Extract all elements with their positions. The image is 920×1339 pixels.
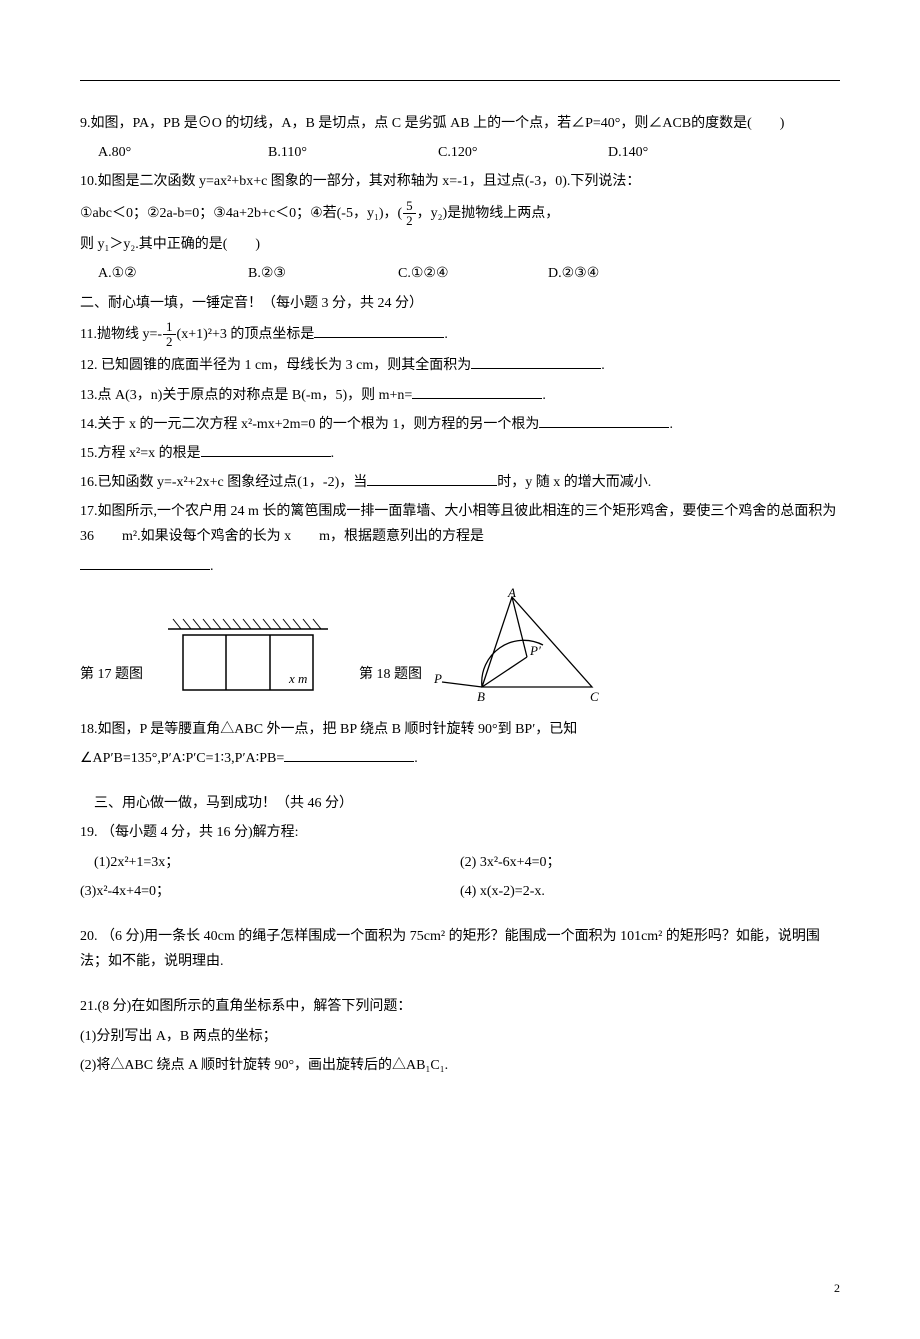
q21-head: 21.(8 分)在如图所示的直角坐标系中，解答下列问题：: [80, 994, 840, 1019]
q11: 11.抛物线 y=-12(x+1)²+3 的顶点坐标是.: [80, 320, 840, 350]
q9-optA: A.80°: [98, 140, 188, 165]
q15: 15.方程 x²=x 的根是.: [80, 441, 840, 466]
fig17-label: 第 17 题图: [80, 662, 143, 687]
q19-row2: (3)x²-4x+4=0； (4) x(x-2)=2-x.: [80, 879, 840, 904]
q18-line2: ∠AP′B=135°,P′A∶P′C=1∶3,P′A∶PB=.: [80, 746, 840, 771]
q11-blank: [314, 323, 444, 338]
q17-a: 17.如图所示,一个农户用 24 m 长的篱笆围成一排一面靠墙、大小相等且彼此相…: [80, 504, 836, 544]
q10-line1: 10.如图是二次函数 y=ax²+bx+c 图象的一部分，其对称轴为 x=-1，…: [80, 169, 840, 194]
q15-a: 15.方程 x²=x 的根是: [80, 446, 201, 461]
q10-optA: A.①②: [98, 261, 188, 286]
q15-blank: [201, 442, 331, 457]
q20: 20. （6 分)用一条长 40cm 的绳子怎样围成一个面积为 75cm² 的矩…: [80, 924, 840, 974]
q9-optD: D.140°: [608, 140, 698, 165]
q9-optC: C.120°: [438, 140, 528, 165]
q21-p2: (2)将△ABC 绕点 A 顺时针旋转 90°，画出旋转后的△AB₁C₁.: [80, 1053, 840, 1078]
q10-frac: 52: [403, 199, 416, 229]
q9: 9.如图，PA，PB 是⊙O 的切线，A，B 是切点，点 C 是劣弧 AB 上的…: [80, 111, 840, 136]
section3-title: 三、用心做一做，马到成功！（共 46 分）: [80, 791, 840, 816]
q9-options: A.80° B.110° C.120° D.140°: [98, 140, 840, 165]
q12-blank: [471, 354, 601, 369]
q19-p1: (1)2x²+1=3x；: [80, 850, 460, 875]
q19-p3: (3)x²-4x+4=0；: [80, 879, 460, 904]
q10-optD: D.②③④: [548, 261, 638, 286]
q14: 14.关于 x 的一元二次方程 x²-mx+2m=0 的一个根为 1，则方程的另…: [80, 412, 840, 437]
q11-frac-den: 2: [163, 335, 176, 349]
q16: 16.已知函数 y=-x²+2x+c 图象经过点(1，-2)，当 时，y 随 x …: [80, 470, 840, 495]
q15-b: .: [331, 446, 335, 461]
fig18-P: P: [433, 671, 442, 686]
q16-blank: [367, 471, 497, 486]
q19-head: 19. （每小题 4 分，共 16 分)解方程:: [80, 820, 840, 845]
q17-blankline: .: [80, 554, 840, 579]
q19-p4: (4) x(x-2)=2-x.: [460, 879, 545, 904]
q11-a: 11.抛物线 y=-: [80, 327, 162, 342]
q18-line1: 18.如图，P 是等腰直角△ABC 外一点，把 BP 绕点 B 顺时针旋转 90…: [80, 717, 840, 742]
q17-blank: [80, 555, 210, 570]
fig17-svg: x m: [153, 607, 343, 707]
q10-line2: ①abc＜0；②2a-b=0；③4a+2b+c＜0；④若(-5，y₁)，(52，…: [80, 199, 840, 229]
q9-optB: B.110°: [268, 140, 358, 165]
q14-a: 14.关于 x 的一元二次方程 x²-mx+2m=0 的一个根为 1，则方程的另…: [80, 417, 539, 432]
q13-b: .: [542, 388, 546, 403]
q10-options: A.①② B.②③ C.①②④ D.②③④: [98, 261, 840, 286]
q10-line3: 则 y₁＞y₂.其中正确的是( ): [80, 232, 840, 257]
q13-blank: [412, 384, 542, 399]
fig18-Pp: P′: [529, 643, 541, 658]
q11-frac-num: 1: [163, 320, 176, 335]
q14-b: .: [669, 417, 673, 432]
q11-b: (x+1)²+3 的顶点坐标是: [177, 327, 315, 342]
page-number: 2: [80, 1278, 840, 1300]
q12-a: 12. 已知圆锥的底面半径为 1 cm，母线长为 3 cm，则其全面积为: [80, 358, 471, 373]
figure-row: 第 17 题图 x m 第 18 题图: [80, 587, 840, 707]
fig18-C: C: [590, 689, 599, 704]
q16-b: 时，y 随 x 的增大而减小.: [497, 475, 651, 490]
q10-line2b: ，y₂)是抛物线上两点，: [417, 206, 560, 221]
q12: 12. 已知圆锥的底面半径为 1 cm，母线长为 3 cm，则其全面积为.: [80, 353, 840, 378]
section2-title: 二、耐心填一填，一锤定音！（每小题 3 分，共 24 分）: [80, 291, 840, 316]
q18-line2a: ∠AP′B=135°,P′A∶P′C=1∶3,P′A∶PB=: [80, 751, 284, 766]
q16-a: 16.已知函数 y=-x²+2x+c 图象经过点(1，-2)，当: [80, 475, 367, 490]
header-rule: [80, 80, 840, 81]
q13-a: 13.点 A(3，n)关于原点的对称点是 B(-m，5)，则 m+n=: [80, 388, 412, 403]
q17: 17.如图所示,一个农户用 24 m 长的篱笆围成一排一面靠墙、大小相等且彼此相…: [80, 499, 840, 549]
fig18-label: 第 18 题图: [359, 662, 422, 687]
q17-b: .: [210, 559, 214, 574]
q18-line2b: .: [414, 751, 418, 766]
q11-c: .: [444, 327, 448, 342]
q10-line2a: ①abc＜0；②2a-b=0；③4a+2b+c＜0；④若(-5，y₁)，(: [80, 206, 402, 221]
fig18-B: B: [477, 689, 485, 704]
fig17-xlabel: x m: [288, 671, 307, 686]
q21-p1: (1)分别写出 A，B 两点的坐标；: [80, 1024, 840, 1049]
q10-optB: B.②③: [248, 261, 338, 286]
q10-frac-num: 5: [403, 199, 416, 214]
q19-p2: (2) 3x²-6x+4=0；: [460, 850, 560, 875]
q13: 13.点 A(3，n)关于原点的对称点是 B(-m，5)，则 m+n=.: [80, 383, 840, 408]
q10-frac-den: 2: [403, 214, 416, 228]
q19-row1: (1)2x²+1=3x； (2) 3x²-6x+4=0；: [80, 850, 840, 875]
q12-b: .: [601, 358, 605, 373]
q14-blank: [539, 413, 669, 428]
fig18-svg: A B C P P′: [432, 587, 612, 707]
fig18-A: A: [507, 587, 516, 600]
q10-optC: C.①②④: [398, 261, 488, 286]
q11-frac: 12: [163, 320, 176, 350]
q18-blank: [284, 747, 414, 762]
